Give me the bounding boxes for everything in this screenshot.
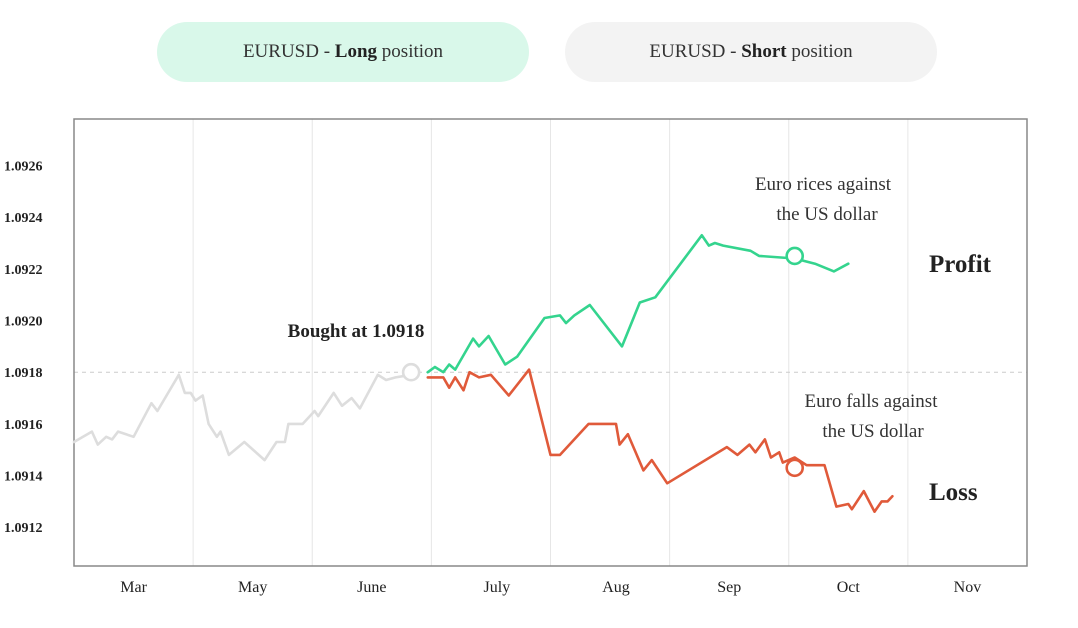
tab-short-position[interactable]: EURUSD - Short position: [565, 22, 937, 82]
x-tick-label: July: [484, 579, 511, 596]
x-tick-label: Oct: [837, 579, 861, 596]
y-tick-label: 1.0926: [4, 160, 43, 175]
loss-note-line1: Euro falls against: [805, 391, 939, 412]
tab-short-bold: Short: [741, 41, 787, 62]
x-tick-label: June: [357, 579, 386, 596]
marker-profit: [785, 246, 805, 266]
tab-short-sep: -: [725, 41, 742, 62]
y-tick-label: 1.0918: [4, 366, 43, 381]
profit-tag: Profit: [929, 251, 992, 278]
series-line-loss: [426, 368, 894, 513]
series-lines: [72, 234, 894, 513]
tab-long-rest: position: [377, 41, 444, 62]
series-line-profit: [426, 234, 850, 374]
y-tick-label: 1.0924: [4, 211, 43, 226]
y-tick-label: 1.0916: [4, 418, 43, 433]
profit-note-line1: Euro rices against: [755, 174, 892, 195]
tab-long-position[interactable]: EURUSD - Long position: [157, 22, 529, 82]
tab-long-pair: EURUSD: [242, 41, 319, 62]
y-tick-label: 1.0914: [4, 470, 43, 485]
y-tick-label: 1.0922: [4, 263, 43, 278]
x-tick-label: Sep: [717, 579, 741, 596]
x-tick-label: Nov: [954, 579, 982, 596]
x-tick-label: Aug: [602, 579, 630, 596]
tab-short-pair: EURUSD: [649, 41, 726, 62]
tab-short-rest: position: [786, 41, 853, 62]
x-axis-ticks: Mar May June July Aug Sep Oct Nov: [120, 579, 981, 596]
y-axis-ticks: 1.0912 1.0914 1.0916 1.0918 1.0920 1.0922 1.09…: [4, 160, 43, 537]
marker-history: [401, 362, 421, 382]
x-tick-label: May: [238, 579, 267, 596]
tab-long-sep: -: [318, 41, 335, 62]
chart-grid: [192, 119, 909, 566]
marker-loss: [785, 458, 805, 478]
y-tick-label: 1.0920: [4, 315, 43, 330]
profit-note-line2: the US dollar: [776, 204, 878, 225]
series-line-history: [72, 373, 413, 462]
tab-long-bold: Long: [334, 41, 378, 62]
loss-tag: Loss: [929, 479, 978, 506]
loss-note-line2: the US dollar: [822, 421, 924, 442]
series-markers: [401, 246, 805, 478]
y-tick-label: 1.0912: [4, 521, 43, 536]
x-tick-label: Mar: [120, 579, 147, 596]
entry-label: Bought at 1.0918: [288, 321, 425, 342]
position-tabs: EURUSD - Long position EURUSD - Short po…: [0, 22, 1078, 84]
plot-frame: [73, 118, 1028, 567]
